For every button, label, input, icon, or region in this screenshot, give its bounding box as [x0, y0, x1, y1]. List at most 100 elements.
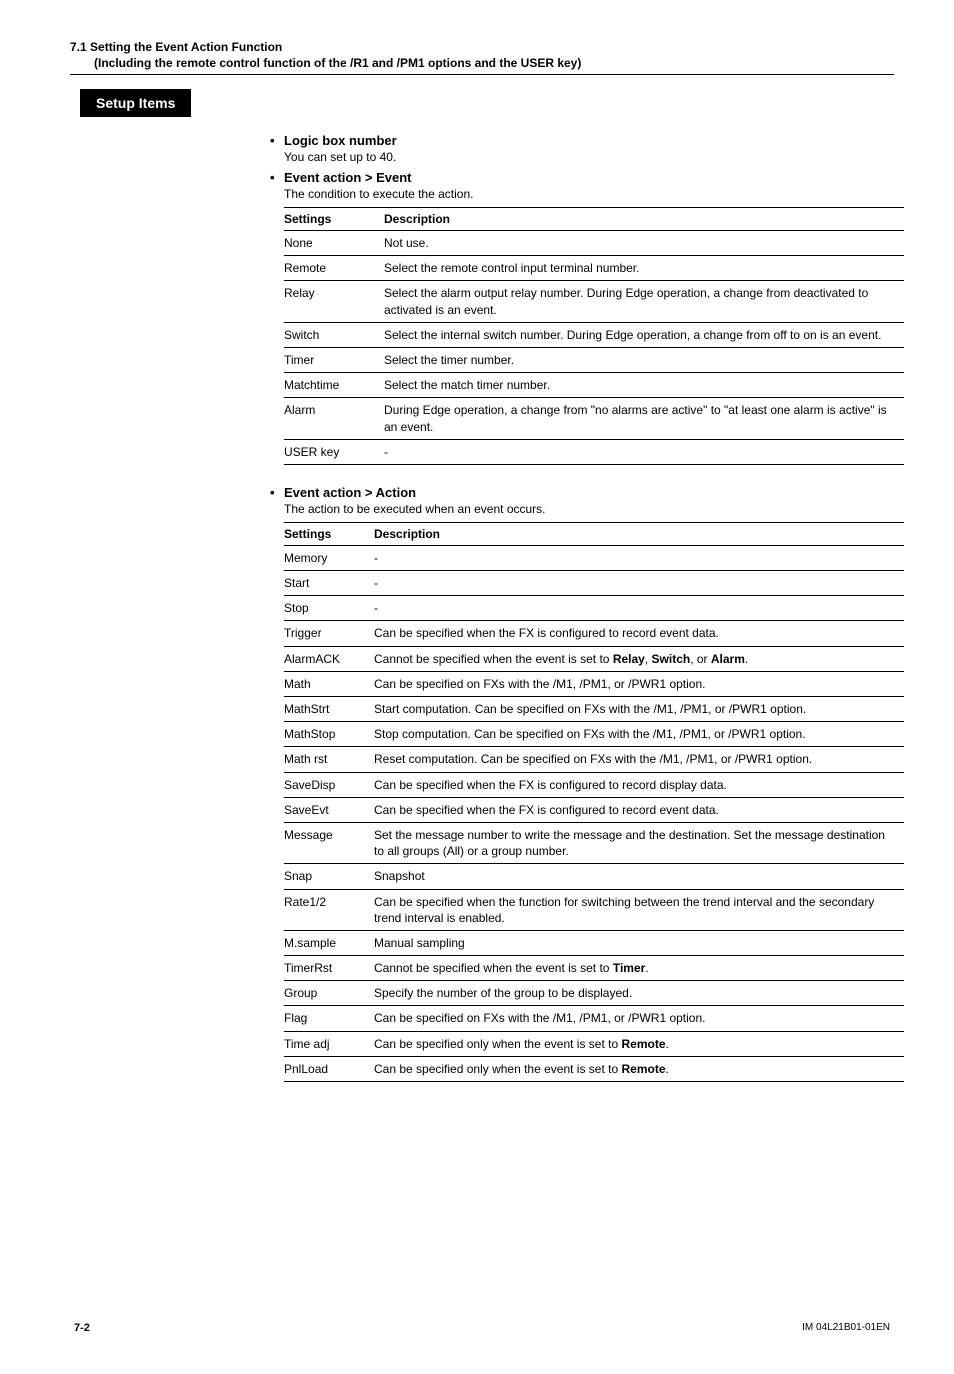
cell-setting: Time adj [284, 1031, 374, 1056]
th-description: Description [384, 208, 904, 231]
table-row: Stop- [284, 596, 904, 621]
cell-description: Snapshot [374, 864, 904, 889]
table-row: Time adjCan be specified only when the e… [284, 1031, 904, 1056]
table-row: Rate1/2Can be specified when the functio… [284, 889, 904, 930]
cell-setting: Matchtime [284, 373, 384, 398]
cell-setting: Flag [284, 1006, 374, 1031]
section-sub: The condition to execute the action. [284, 187, 894, 201]
cell-setting: Switch [284, 322, 384, 347]
table-row: M.sampleManual sampling [284, 930, 904, 955]
table-row: TimerSelect the timer number. [284, 347, 904, 372]
cell-description: - [384, 439, 904, 464]
table-row: MathStopStop computation. Can be specifi… [284, 722, 904, 747]
table-row: AlarmACKCannot be specified when the eve… [284, 646, 904, 671]
cell-setting: Alarm [284, 398, 384, 439]
table-row: PnlLoadCan be specified only when the ev… [284, 1056, 904, 1081]
cell-setting: M.sample [284, 930, 374, 955]
table-row: USER key- [284, 439, 904, 464]
table-row: MathStrtStart computation. Can be specif… [284, 697, 904, 722]
section-logic-box: • Logic box number [270, 133, 894, 148]
table-row: MathCan be specified on FXs with the /M1… [284, 671, 904, 696]
cell-setting: Math rst [284, 747, 374, 772]
table-row: SaveEvtCan be specified when the FX is c… [284, 797, 904, 822]
cell-setting: SaveDisp [284, 772, 374, 797]
section-sub: The action to be executed when an event … [284, 502, 894, 516]
section-title: Logic box number [284, 133, 397, 148]
cell-description: Can be specified only when the event is … [374, 1031, 904, 1056]
cell-setting: Rate1/2 [284, 889, 374, 930]
cell-description: Can be specified when the FX is configur… [374, 772, 904, 797]
cell-setting: Group [284, 981, 374, 1006]
cell-description: Can be specified when the FX is configur… [374, 621, 904, 646]
th-settings: Settings [284, 208, 384, 231]
cell-description: Select the internal switch number. Durin… [384, 322, 904, 347]
table-row: Start- [284, 571, 904, 596]
footer-right: IM 04L21B01-01EN [802, 1322, 890, 1334]
event-table-body: NoneNot use.RemoteSelect the remote cont… [284, 231, 904, 465]
table-row: FlagCan be specified on FXs with the /M1… [284, 1006, 904, 1031]
cell-description: Select the alarm output relay number. Du… [384, 281, 904, 322]
cell-description: During Edge operation, a change from "no… [384, 398, 904, 439]
cell-setting: Start [284, 571, 374, 596]
header-line2: (Including the remote control function o… [70, 56, 894, 70]
cell-setting: MathStrt [284, 697, 374, 722]
table-row: AlarmDuring Edge operation, a change fro… [284, 398, 904, 439]
cell-description: - [374, 571, 904, 596]
cell-description: Manual sampling [374, 930, 904, 955]
cell-description: - [374, 545, 904, 570]
action-table-body: Memory-Start-Stop-TriggerCan be specifie… [284, 545, 904, 1081]
cell-setting: AlarmACK [284, 646, 374, 671]
table-row: TimerRstCannot be specified when the eve… [284, 956, 904, 981]
cell-setting: MathStop [284, 722, 374, 747]
cell-setting: Relay [284, 281, 384, 322]
table-row: SnapSnapshot [284, 864, 904, 889]
cell-setting: Snap [284, 864, 374, 889]
action-table: Settings Description Memory-Start-Stop-T… [284, 522, 904, 1082]
cell-description: Start computation. Can be specified on F… [374, 697, 904, 722]
table-row: RemoteSelect the remote control input te… [284, 256, 904, 281]
table-row: Memory- [284, 545, 904, 570]
bullet: • [270, 485, 284, 500]
cell-description: Select the remote control input terminal… [384, 256, 904, 281]
cell-description: Not use. [384, 231, 904, 256]
table-row: MatchtimeSelect the match timer number. [284, 373, 904, 398]
cell-setting: SaveEvt [284, 797, 374, 822]
cell-setting: PnlLoad [284, 1056, 374, 1081]
cell-setting: Trigger [284, 621, 374, 646]
cell-description: Specify the number of the group to be di… [374, 981, 904, 1006]
table-row: TriggerCan be specified when the FX is c… [284, 621, 904, 646]
table-row: SaveDispCan be specified when the FX is … [284, 772, 904, 797]
cell-setting: TimerRst [284, 956, 374, 981]
setup-items-label: Setup Items [80, 89, 191, 117]
table-row: SwitchSelect the internal switch number.… [284, 322, 904, 347]
header-line1: 7.1 Setting the Event Action Function [70, 40, 894, 54]
section-event: • Event action > Event [270, 170, 894, 185]
section-sub: You can set up to 40. [284, 150, 894, 164]
cell-setting: Timer [284, 347, 384, 372]
footer: 7-2 IM 04L21B01-01EN [70, 1322, 894, 1334]
cell-description: Can be specified when the function for s… [374, 889, 904, 930]
table-row: MessageSet the message number to write t… [284, 822, 904, 863]
th-description: Description [374, 522, 904, 545]
cell-setting: Memory [284, 545, 374, 570]
cell-description: Can be specified on FXs with the /M1, /P… [374, 671, 904, 696]
cell-description: Cannot be specified when the event is se… [374, 646, 904, 671]
cell-setting: Remote [284, 256, 384, 281]
cell-description: Select the timer number. [384, 347, 904, 372]
cell-setting: None [284, 231, 384, 256]
cell-description: Can be specified only when the event is … [374, 1056, 904, 1081]
footer-left: 7-2 [74, 1322, 90, 1334]
cell-description: Can be specified on FXs with the /M1, /P… [374, 1006, 904, 1031]
section-action: • Event action > Action [270, 485, 894, 500]
table-row: GroupSpecify the number of the group to … [284, 981, 904, 1006]
table-row: Math rstReset computation. Can be specif… [284, 747, 904, 772]
cell-setting: USER key [284, 439, 384, 464]
section-title: Event action > Event [284, 170, 412, 185]
cell-setting: Message [284, 822, 374, 863]
cell-setting: Math [284, 671, 374, 696]
th-settings: Settings [284, 522, 374, 545]
cell-description: Cannot be specified when the event is se… [374, 956, 904, 981]
bullet: • [270, 133, 284, 148]
cell-setting: Stop [284, 596, 374, 621]
section-title: Event action > Action [284, 485, 416, 500]
